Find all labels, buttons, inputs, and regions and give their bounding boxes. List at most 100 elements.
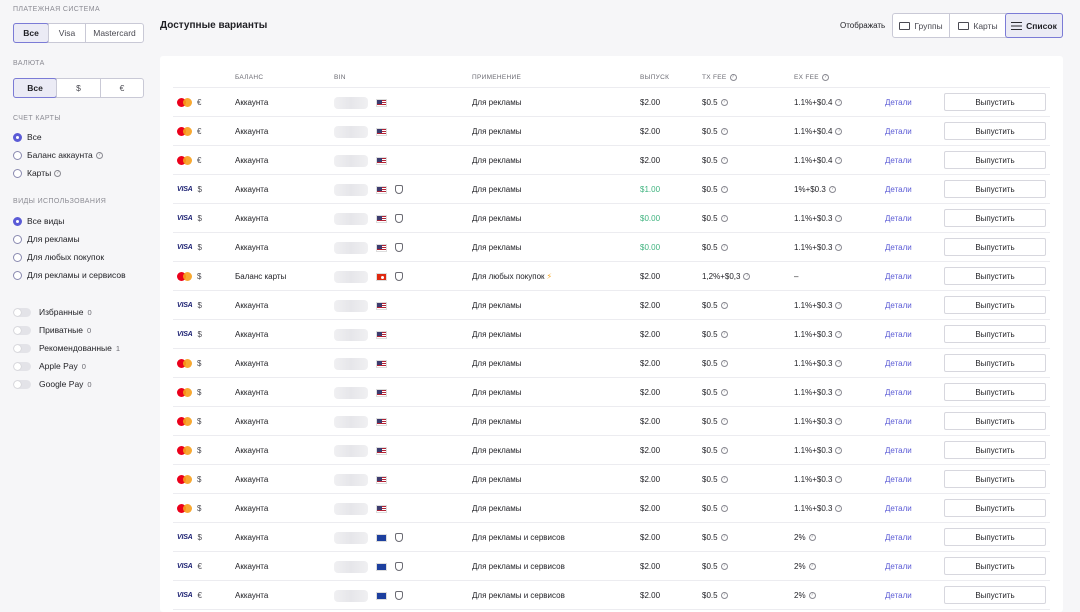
issue-card-button[interactable]: Выпустить bbox=[944, 586, 1046, 604]
details-link[interactable]: Детали bbox=[885, 330, 912, 339]
account-balance-radio[interactable]: Баланс аккаунта? bbox=[13, 149, 103, 161]
issue-card-button[interactable]: Выпустить bbox=[944, 383, 1046, 401]
help-icon[interactable]: ? bbox=[835, 157, 843, 164]
payment-all-option[interactable]: Все bbox=[13, 23, 49, 43]
help-icon[interactable]: ? bbox=[54, 169, 62, 177]
help-icon[interactable]: ? bbox=[808, 534, 816, 541]
help-icon[interactable]: ? bbox=[720, 99, 728, 106]
help-icon[interactable]: ? bbox=[729, 74, 737, 81]
account-all-radio[interactable]: Все bbox=[13, 131, 42, 143]
payment-mastercard-option[interactable]: Mastercard bbox=[85, 24, 143, 42]
details-link[interactable]: Детали bbox=[885, 446, 912, 455]
help-icon[interactable]: ? bbox=[835, 99, 843, 106]
help-icon[interactable]: ? bbox=[835, 331, 843, 338]
help-icon[interactable]: ? bbox=[720, 592, 728, 599]
help-icon[interactable]: ? bbox=[808, 563, 816, 570]
issue-card-button[interactable]: Выпустить bbox=[944, 93, 1046, 111]
currency-usd-option[interactable]: $ bbox=[56, 79, 100, 97]
usage-all-radio[interactable]: Все виды bbox=[13, 215, 64, 227]
help-icon[interactable]: ? bbox=[835, 244, 843, 251]
issue-card-button[interactable]: Выпустить bbox=[944, 325, 1046, 343]
toggle-switch-icon[interactable] bbox=[13, 361, 31, 371]
help-icon[interactable]: ? bbox=[835, 476, 843, 483]
view-list-button[interactable]: Список bbox=[1005, 13, 1063, 38]
issue-card-button[interactable]: Выпустить bbox=[944, 151, 1046, 169]
help-icon[interactable]: ? bbox=[821, 74, 829, 81]
currency-all-option[interactable]: Все bbox=[13, 78, 57, 98]
issue-card-button[interactable]: Выпустить bbox=[944, 122, 1046, 140]
toggle-switch-icon[interactable] bbox=[13, 343, 31, 353]
issue-card-button[interactable]: Выпустить bbox=[944, 296, 1046, 314]
help-icon[interactable]: ? bbox=[835, 128, 843, 135]
help-icon[interactable]: ? bbox=[835, 505, 843, 512]
issue-card-button[interactable]: Выпустить bbox=[944, 354, 1046, 372]
help-icon[interactable]: ? bbox=[835, 215, 843, 222]
usage-ads-radio[interactable]: Для рекламы bbox=[13, 233, 80, 245]
issue-card-button[interactable]: Выпустить bbox=[944, 441, 1046, 459]
details-link[interactable]: Детали bbox=[885, 591, 912, 600]
help-icon[interactable]: ? bbox=[720, 128, 728, 135]
help-icon[interactable]: ? bbox=[835, 360, 843, 367]
details-link[interactable]: Детали bbox=[885, 301, 912, 310]
details-link[interactable]: Детали bbox=[885, 504, 912, 513]
issue-card-button[interactable]: Выпустить bbox=[944, 528, 1046, 546]
details-link[interactable]: Детали bbox=[885, 533, 912, 542]
issue-card-button[interactable]: Выпустить bbox=[944, 557, 1046, 575]
details-link[interactable]: Детали bbox=[885, 475, 912, 484]
usage-ads-services-radio[interactable]: Для рекламы и сервисов bbox=[13, 269, 126, 281]
toggle-favorites[interactable]: Избранные 0 bbox=[13, 306, 92, 318]
toggle-switch-icon[interactable] bbox=[13, 325, 31, 335]
details-link[interactable]: Детали bbox=[885, 156, 912, 165]
toggle-recommended[interactable]: Рекомендованные 1 bbox=[13, 342, 120, 354]
details-link[interactable]: Детали bbox=[885, 272, 912, 281]
toggle-google-pay[interactable]: Google Pay 0 bbox=[13, 378, 92, 390]
issue-card-button[interactable]: Выпустить bbox=[944, 267, 1046, 285]
details-link[interactable]: Детали bbox=[885, 388, 912, 397]
details-link[interactable]: Детали bbox=[885, 185, 912, 194]
help-icon[interactable]: ? bbox=[720, 360, 728, 367]
help-icon[interactable]: ? bbox=[720, 447, 728, 454]
view-cards-button[interactable]: Карты bbox=[949, 14, 1006, 37]
help-icon[interactable]: ? bbox=[720, 215, 728, 222]
toggle-private[interactable]: Приватные 0 bbox=[13, 324, 91, 336]
help-icon[interactable]: ? bbox=[743, 273, 751, 280]
help-icon[interactable]: ? bbox=[720, 534, 728, 541]
details-link[interactable]: Детали bbox=[885, 562, 912, 571]
help-icon[interactable]: ? bbox=[835, 418, 843, 425]
help-icon[interactable]: ? bbox=[720, 476, 728, 483]
issue-card-button[interactable]: Выпустить bbox=[944, 499, 1046, 517]
help-icon[interactable]: ? bbox=[835, 389, 843, 396]
help-icon[interactable]: ? bbox=[720, 389, 728, 396]
help-icon[interactable]: ? bbox=[808, 592, 816, 599]
help-icon[interactable]: ? bbox=[835, 302, 843, 309]
toggle-apple-pay[interactable]: Apple Pay 0 bbox=[13, 360, 86, 372]
account-cards-radio[interactable]: Карты? bbox=[13, 167, 62, 179]
toggle-switch-icon[interactable] bbox=[13, 379, 31, 389]
help-icon[interactable]: ? bbox=[720, 157, 728, 164]
view-groups-button[interactable]: Группы bbox=[893, 14, 949, 37]
help-icon[interactable]: ? bbox=[720, 302, 728, 309]
help-icon[interactable]: ? bbox=[95, 151, 103, 159]
payment-visa-option[interactable]: Visa bbox=[48, 24, 85, 42]
help-icon[interactable]: ? bbox=[720, 563, 728, 570]
issue-card-button[interactable]: Выпустить bbox=[944, 412, 1046, 430]
help-icon[interactable]: ? bbox=[720, 186, 728, 193]
help-icon[interactable]: ? bbox=[720, 505, 728, 512]
help-icon[interactable]: ? bbox=[720, 418, 728, 425]
details-link[interactable]: Детали bbox=[885, 98, 912, 107]
help-icon[interactable]: ? bbox=[828, 186, 836, 193]
toggle-switch-icon[interactable] bbox=[13, 307, 31, 317]
issue-card-button[interactable]: Выпустить bbox=[944, 238, 1046, 256]
details-link[interactable]: Детали bbox=[885, 127, 912, 136]
help-icon[interactable]: ? bbox=[720, 331, 728, 338]
help-icon[interactable]: ? bbox=[720, 244, 728, 251]
issue-card-button[interactable]: Выпустить bbox=[944, 180, 1046, 198]
usage-any-purchase-radio[interactable]: Для любых покупок bbox=[13, 251, 104, 263]
currency-eur-option[interactable]: € bbox=[100, 79, 143, 97]
details-link[interactable]: Детали bbox=[885, 359, 912, 368]
help-icon[interactable]: ? bbox=[835, 447, 843, 454]
details-link[interactable]: Детали bbox=[885, 243, 912, 252]
issue-card-button[interactable]: Выпустить bbox=[944, 209, 1046, 227]
details-link[interactable]: Детали bbox=[885, 214, 912, 223]
issue-card-button[interactable]: Выпустить bbox=[944, 470, 1046, 488]
